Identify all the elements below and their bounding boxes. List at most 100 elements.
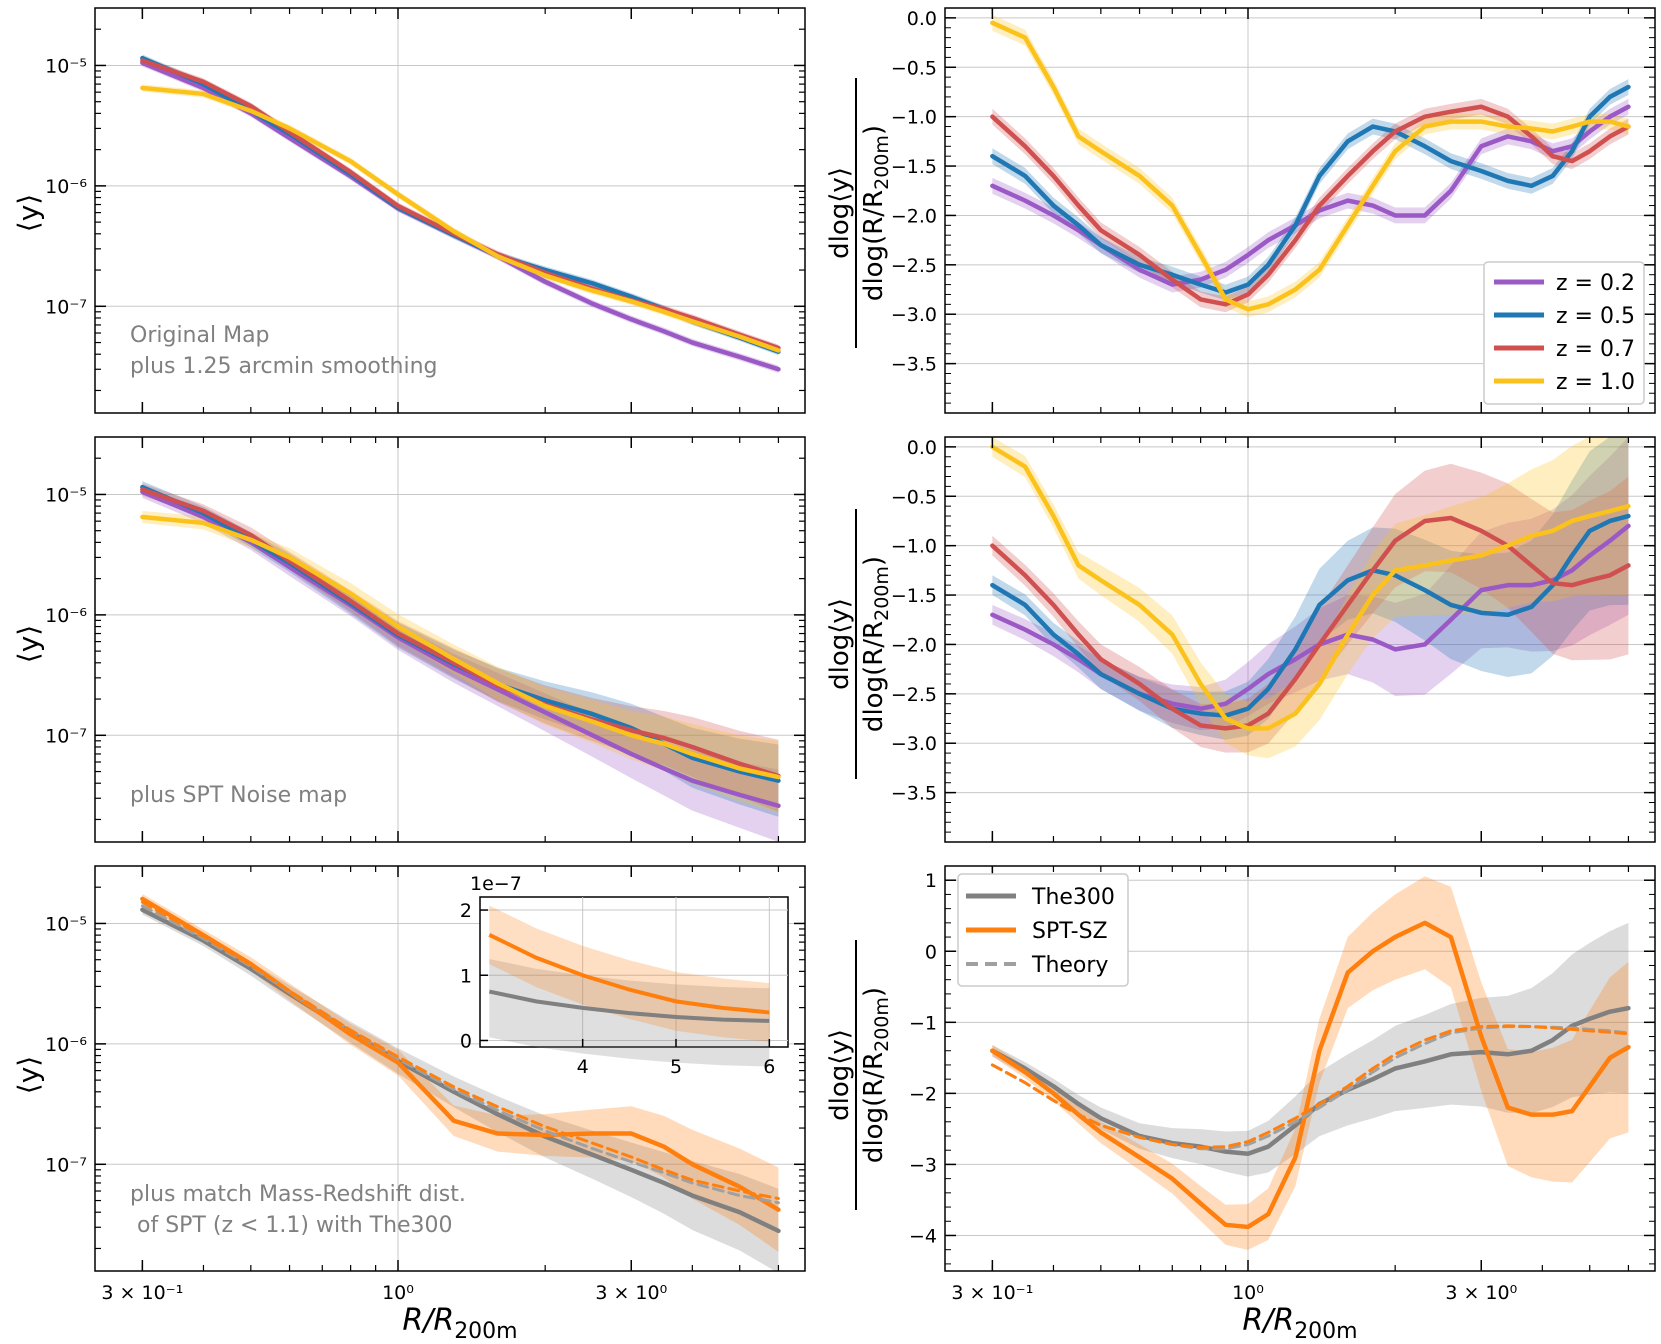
plot-area xyxy=(990,876,1631,1250)
y-tick-label: −2 xyxy=(909,1083,937,1105)
y-tick-label: 0.0 xyxy=(907,8,937,30)
x-tick-label: 10⁰ xyxy=(1232,1282,1264,1304)
y-axis-label-top-right: dlog⟨y⟩ dlog(R/R200m) xyxy=(825,78,893,348)
band-spt-sz xyxy=(992,876,1629,1250)
y-tick-label: −1 xyxy=(909,1012,937,1034)
inset-y-tick-label: 2 xyxy=(460,900,472,922)
x-ticks xyxy=(991,866,1630,1271)
legend-redshift: z = 0.2 z = 0.5 z = 0.7 z = 1.0 xyxy=(1483,261,1645,405)
x-ticks xyxy=(141,866,780,1271)
y-tick-label: −3.0 xyxy=(891,304,937,326)
series-line-z-0-7 xyxy=(990,515,1631,731)
inset-band-spt-sz xyxy=(489,905,770,1042)
panel-top-right: 0.0 −0.5 −1.0 −1.5 −2.0 −2.5 −3.0 −3.5 xyxy=(891,7,1656,414)
y-tick-label: 10⁻⁷ xyxy=(45,296,87,318)
y-tick-label: −2.5 xyxy=(891,684,937,706)
inset-line-spt-sz xyxy=(488,933,770,1015)
x-ticks xyxy=(141,8,780,413)
band-z-0-7 xyxy=(992,463,1629,753)
inset-y-tick-label: 1 xyxy=(460,965,472,987)
y-tick-label: −2.5 xyxy=(891,255,937,277)
series-line-z-0-2 xyxy=(140,489,781,808)
svg-text:dlog⟨y⟩: dlog⟨y⟩ xyxy=(825,598,855,690)
plot-area xyxy=(140,54,781,373)
series-line-z-0-5 xyxy=(990,84,1631,295)
inset-line-the300 xyxy=(488,989,770,1023)
y-tick-label: 1 xyxy=(925,870,937,892)
series-line-theory-the300- xyxy=(140,904,780,1205)
annotation-mass-redshift: plus match Mass-Redshift dist. xyxy=(130,1182,466,1207)
series-line-z-0-5 xyxy=(140,55,781,354)
band-the300 xyxy=(992,922,1629,1177)
band-z-1-0 xyxy=(992,437,1629,759)
band-the300 xyxy=(142,904,779,1271)
svg-text:dlog(R/R200m): dlog(R/R200m) xyxy=(859,125,893,301)
y-tick-label: 10⁻⁶ xyxy=(45,176,87,198)
x-tick-label: 3 × 10⁻¹ xyxy=(951,1282,1033,1304)
y-axis-label-top-left: ⟨y⟩ xyxy=(12,194,45,232)
series-line-the300 xyxy=(990,1005,1631,1157)
panel-top-left: 10⁻⁵ 10⁻⁶ 10⁻⁷ xyxy=(45,7,806,414)
x-tick-label: 3 × 10⁻¹ xyxy=(101,1282,183,1304)
panel-mid-left: 10⁻⁵ 10⁻⁶ 10⁻⁷ xyxy=(45,436,806,843)
inset-offset-label: 1e−7 xyxy=(470,873,522,895)
annotation-smoothing: plus 1.25 arcmin smoothing xyxy=(130,354,437,379)
legend-compare: The300 SPT-SZ Theory xyxy=(957,873,1129,987)
x-axis-label-right: R/R200m xyxy=(1242,1303,1357,1344)
y-ticks xyxy=(945,446,1655,843)
series-line-z-0-5 xyxy=(990,513,1631,718)
annotation-noise-map: plus SPT Noise map xyxy=(130,783,347,808)
legend-label-z05: z = 0.5 xyxy=(1556,304,1635,329)
annotation-spt-the300: of SPT (z < 1.1) with The300 xyxy=(130,1213,453,1238)
x-axis-label-left: R/R200m xyxy=(402,1303,517,1344)
y-tick-label: −1.5 xyxy=(891,585,937,607)
x-tick-label: 3 × 10⁰ xyxy=(1445,1282,1517,1304)
series-line-spt-sz xyxy=(990,920,1631,1230)
series-line-the300 xyxy=(140,907,781,1234)
y-axis-label-bot-left: ⟨y⟩ xyxy=(12,1056,45,1094)
y-ticks xyxy=(95,886,805,1250)
inset: 4 5 6 0 1 2 1e−7 xyxy=(460,873,789,1078)
series-line-theory-spt-sz- xyxy=(140,900,780,1200)
y-axis-label-mid-right: dlog⟨y⟩ dlog(R/R200m) xyxy=(825,509,893,779)
inset-x-tick-label: 5 xyxy=(670,1056,682,1078)
legend-label-theory: Theory xyxy=(1031,953,1108,978)
series-line-z-1-0 xyxy=(140,514,781,780)
panel-frame xyxy=(944,865,1656,1272)
y-ticks xyxy=(945,879,1655,1265)
x-ticks xyxy=(991,8,1630,413)
panel-bottom-left: 3 × 10⁻¹ 10⁰ 3 × 10⁰ 10⁻⁵ 10⁻⁶ 10⁻⁷ 4 5 6 0 1 2 1e−7 xyxy=(45,865,806,1304)
panel-frame xyxy=(94,865,806,1272)
panel-frame xyxy=(944,7,1656,414)
y-tick-label: −2.0 xyxy=(891,205,937,227)
series-line-spt-sz xyxy=(140,896,781,1212)
grid xyxy=(95,8,805,413)
y-ticks xyxy=(95,28,805,392)
y-tick-label: −3.0 xyxy=(891,733,937,755)
series-line-z-1-0 xyxy=(140,85,781,353)
svg-text:dlog⟨y⟩: dlog⟨y⟩ xyxy=(825,1029,855,1121)
band-z-0-7 xyxy=(992,98,1629,313)
legend-redshift-frame xyxy=(1483,261,1645,405)
y-tick-label: −1.0 xyxy=(891,107,937,129)
band-z-1-0 xyxy=(992,14,1629,318)
grid xyxy=(95,437,805,842)
band-z-0-5 xyxy=(992,437,1629,740)
inset-y-tick-label: 0 xyxy=(460,1030,472,1052)
x-ticks xyxy=(991,437,1630,842)
series-line-theory-spt-sz- xyxy=(990,1024,1630,1149)
x-ticks xyxy=(141,437,780,842)
panel-frame xyxy=(944,436,1656,843)
series-line-z-1-0 xyxy=(990,20,1631,312)
y-ticks xyxy=(95,457,805,821)
y-axis-label-bot-right: dlog⟨y⟩ dlog(R/R200m) xyxy=(825,940,893,1210)
series-line-z-1-0 xyxy=(990,444,1631,731)
inset-x-tick-label: 6 xyxy=(763,1056,775,1078)
y-tick-label: 0 xyxy=(925,941,937,963)
x-tick-label: 3 × 10⁰ xyxy=(595,1282,667,1304)
series-line-z-0-7 xyxy=(990,104,1631,307)
plot-area xyxy=(990,437,1631,759)
y-ticks xyxy=(945,17,1655,414)
y-tick-label: −3 xyxy=(909,1154,937,1176)
svg-text:dlog⟨y⟩: dlog⟨y⟩ xyxy=(825,167,855,259)
